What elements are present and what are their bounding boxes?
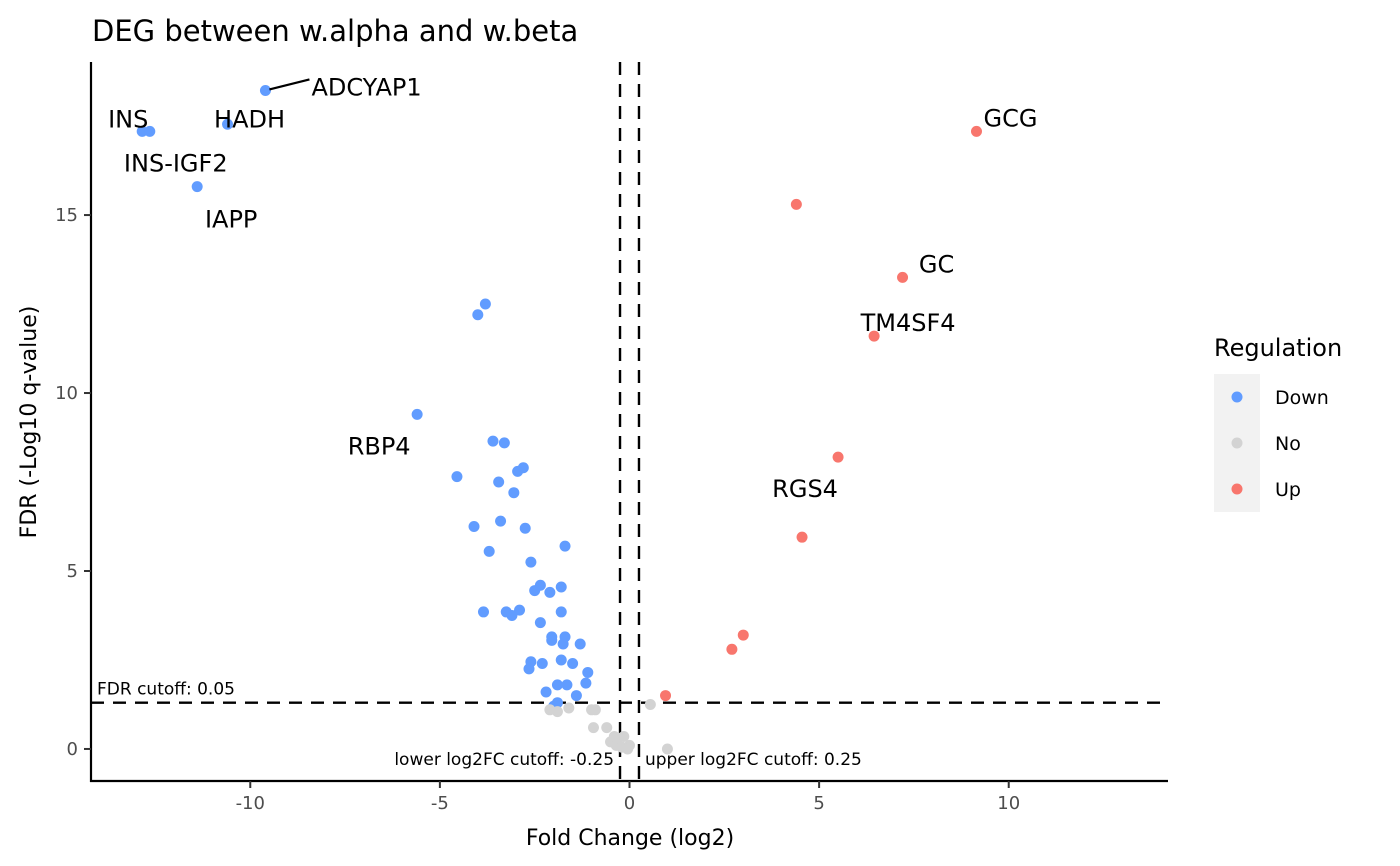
point-down	[555, 581, 567, 593]
point-down	[580, 677, 592, 689]
y-tick-label: 15	[55, 205, 78, 226]
point-down	[523, 663, 535, 675]
legend-label-down: Down	[1275, 387, 1329, 409]
point-up	[660, 690, 672, 702]
point-down	[536, 658, 548, 670]
point-no	[644, 698, 656, 710]
data-points	[136, 84, 982, 755]
legend-title: Regulation	[1214, 334, 1342, 362]
point-down	[561, 679, 573, 691]
label-leader-line	[269, 78, 310, 91]
point-no	[563, 702, 575, 714]
point-down	[451, 471, 463, 483]
point-no	[622, 743, 634, 755]
point-up	[970, 125, 982, 137]
point-down	[191, 181, 203, 193]
y-tick-label: 0	[67, 739, 78, 760]
x-axis-title: Fold Change (log2)	[526, 826, 734, 851]
point-up	[796, 531, 808, 543]
point-down	[483, 545, 495, 557]
gene-label-gcg: GCG	[984, 104, 1038, 132]
x-tick-label: -10	[236, 793, 265, 814]
point-down	[144, 125, 156, 137]
point-down	[477, 606, 489, 618]
point-down	[487, 435, 499, 447]
fdr-cutoff-label: FDR cutoff: 0.05	[97, 680, 235, 700]
y-tick-label: 10	[55, 383, 78, 404]
gene-label-tm4sf4: TM4SF4	[860, 309, 956, 337]
point-down	[512, 465, 524, 477]
point-no	[618, 731, 630, 743]
point-down	[534, 617, 546, 629]
gene-label-iapp: IAPP	[205, 206, 257, 234]
point-down	[582, 666, 594, 678]
point-down	[574, 638, 586, 650]
gene-label-gc: GC	[919, 250, 954, 278]
point-down	[544, 586, 556, 598]
point-down	[519, 522, 531, 534]
legend: Regulation Down No Up	[1214, 334, 1342, 512]
point-down	[540, 686, 552, 698]
cutoff-lines: FDR cutoff: 0.05 lower log2FC cutoff: -0.…	[91, 62, 1168, 781]
x-tick-label: 5	[813, 793, 824, 814]
point-up	[832, 451, 844, 463]
x-tick-label: -5	[431, 793, 449, 814]
legend-swatch-no	[1231, 437, 1243, 449]
point-down	[468, 521, 480, 533]
point-up	[737, 629, 749, 641]
point-down	[259, 84, 271, 96]
legend-swatch-up	[1231, 483, 1243, 495]
point-down	[136, 125, 148, 137]
point-down	[508, 487, 520, 499]
point-down	[525, 556, 537, 568]
point-up	[790, 198, 802, 210]
gene-label-ins: INS	[108, 105, 148, 133]
point-down	[529, 585, 541, 597]
point-down	[570, 690, 582, 702]
x-tick-label: 0	[624, 793, 635, 814]
axes: -10 -5 0 5 10 0 5 10 15	[55, 62, 1168, 814]
point-up	[868, 330, 880, 342]
point-down	[479, 298, 491, 310]
point-down	[559, 540, 571, 552]
point-no	[587, 722, 599, 734]
point-down	[495, 515, 507, 527]
point-down	[493, 476, 505, 488]
point-up	[897, 271, 909, 283]
y-tick-label: 5	[67, 561, 78, 582]
lower-fc-cutoff-label: lower log2FC cutoff: -0.25	[394, 750, 614, 770]
point-down	[555, 606, 567, 618]
point-down	[557, 638, 569, 650]
gene-label-adcyap1: ADCYAP1	[311, 73, 421, 101]
gene-labels: INS INS-IGF2 HADH ADCYAP1 IAPP RBP4 GCG GC TM4SF…	[108, 73, 1037, 503]
point-no	[551, 706, 563, 718]
point-no	[589, 704, 601, 716]
upper-fc-cutoff-label: upper log2FC cutoff: 0.25	[645, 750, 862, 770]
legend-swatch-down	[1231, 391, 1243, 403]
gene-label-hadh: HADH	[214, 105, 285, 133]
point-down	[222, 118, 234, 130]
point-down	[411, 408, 423, 420]
point-down	[555, 654, 567, 666]
gene-label-ins-igf2: INS-IGF2	[124, 149, 228, 177]
point-up	[726, 643, 738, 655]
x-tick-label: 10	[997, 793, 1020, 814]
plot-title: DEG between w.alpha and w.beta	[92, 14, 578, 48]
gene-label-rgs4: RGS4	[772, 475, 838, 503]
point-no	[661, 743, 673, 755]
point-down	[567, 658, 579, 670]
point-down	[514, 604, 526, 616]
point-down	[498, 437, 510, 449]
legend-label-no: No	[1275, 433, 1301, 455]
point-down	[546, 634, 558, 646]
legend-label-up: Up	[1275, 479, 1301, 501]
y-axis-title: FDR (-Log10 q-value)	[17, 306, 42, 539]
point-down	[551, 679, 563, 691]
gene-label-rbp4: RBP4	[348, 432, 411, 460]
point-no	[601, 722, 613, 734]
point-down	[472, 309, 484, 321]
